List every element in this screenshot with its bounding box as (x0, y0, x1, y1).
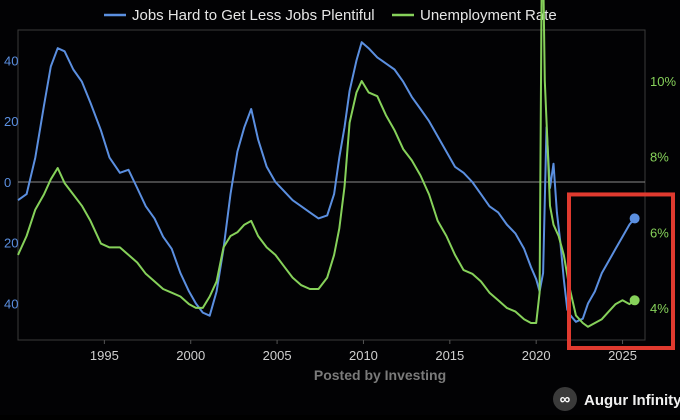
infinity-icon: ∞ (560, 391, 571, 408)
highlight-box (567, 192, 675, 350)
right-tick-label: 8% (650, 150, 669, 165)
series-end-marker-unemployment-rate (629, 295, 640, 306)
x-tick-label: 2005 (263, 348, 292, 363)
right-tick-label: 4% (650, 301, 669, 316)
left-tick-label: 20 (4, 236, 18, 251)
legend-label: Jobs Hard to Get Less Jobs Plentiful (132, 7, 375, 24)
left-tick-label: 40 (4, 53, 18, 68)
brand-icon-circle (553, 387, 577, 411)
right-axis-ticks: 10% 8% 6% 4% (650, 74, 676, 316)
left-tick-label: 0 (4, 175, 11, 190)
annotation-group (567, 192, 675, 350)
left-axis-ticks: 40 20 0 20 40 (4, 53, 18, 311)
series-line-unemployment-rate (17, 0, 636, 328)
right-tick-label: 6% (650, 225, 669, 240)
x-tick-label: 2010 (349, 348, 378, 363)
legend-label: Unemployment Rate (420, 7, 557, 24)
brand-name: Augur Infinity (584, 392, 680, 409)
series-group (17, 0, 640, 328)
right-tick-label: 10% (650, 74, 676, 89)
x-tick-label: 1995 (90, 348, 119, 363)
x-tick-label: 2000 (176, 348, 205, 363)
series-line-jobs-hard-to-get (17, 41, 636, 323)
series-end-marker-jobs-hard-to-get (629, 213, 640, 224)
x-axis-ticks: 1995 2000 2005 2010 2015 2020 2025 (90, 340, 637, 363)
left-tick-label: 40 (4, 297, 18, 312)
legend: Jobs Hard to Get Less Jobs Plentiful Unem… (104, 7, 557, 24)
x-tick-label: 2015 (435, 348, 464, 363)
left-tick-label: 20 (4, 114, 18, 129)
x-tick-label: 2020 (522, 348, 551, 363)
plot-frame (17, 29, 646, 341)
x-tick-label: 2025 (608, 348, 637, 363)
credit-text: Posted by Investing (314, 367, 446, 383)
brand-logo: ∞ Augur Infinity (553, 387, 680, 411)
